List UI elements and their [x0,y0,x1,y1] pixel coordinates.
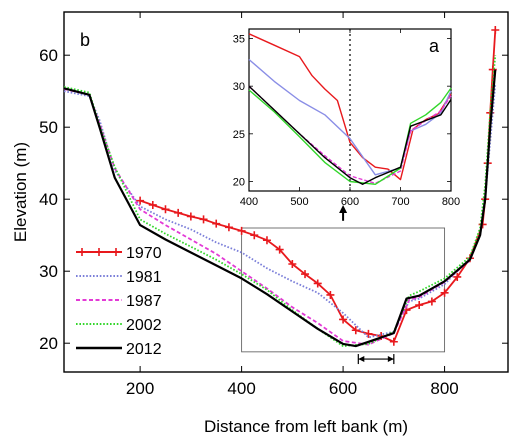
panel-label-b: b [80,30,90,50]
series-marker-1970 [326,290,335,299]
legend-marker-1970 [78,248,86,256]
series-marker-1970 [212,219,221,228]
y-tick-label: 60 [39,46,58,65]
y-tick-label: 50 [39,118,58,137]
inset-y-tick-label: 30 [233,81,245,93]
span-arrow-head-right [387,356,394,363]
inset-y-tick-label: 35 [233,34,245,46]
series-marker-1970 [339,315,348,324]
series-marker-1970 [440,288,449,297]
series-marker-1970 [491,26,500,34]
legend-label-2012: 2012 [126,341,162,358]
inset-y-tick-label: 25 [233,129,245,141]
inset-x-tick-label: 500 [290,196,308,208]
legend-label-2002: 2002 [126,317,162,334]
legend-marker-1970 [112,248,120,256]
x-tick-label: 200 [126,379,154,398]
series-marker-1970 [427,297,436,306]
inset-series-line-1981 [248,58,452,176]
series-marker-1970 [453,272,462,281]
series-marker-1970 [224,223,233,232]
y-tick-label: 30 [39,262,58,281]
inset-plot: 400 500 600 700 800 20 25 30 35 [233,28,460,208]
legend-marker-1970 [95,248,103,256]
inset-x-tick-label: 600 [341,196,359,208]
series-marker-1970 [288,260,297,268]
inset-x-tick-label: 400 [240,196,258,208]
series-marker-1970 [389,337,398,346]
x-tick-label: 400 [227,379,255,398]
series-marker-1970 [174,208,183,217]
inset-x-tick-label: 800 [442,196,460,208]
series-marker-1970 [148,200,157,209]
span-arrow-head-left [358,356,365,363]
legend-label-1981: 1981 [126,269,162,286]
series-marker-1970 [313,279,322,288]
inset-x-tick-label: 700 [391,196,409,208]
main-plot: 200 400 600 800 20 30 40 50 60 Distance from left… [11,11,509,436]
legend-label-1970: 1970 [126,245,162,262]
inset-series-line-2002 [248,87,452,186]
series-marker-1970 [199,215,208,224]
series-marker-1970 [237,226,246,235]
series-marker-1970 [136,196,145,205]
zoom-rectangle [241,227,446,353]
series-marker-1970 [161,205,170,214]
y-tick-label: 40 [39,190,58,209]
inset-series-line-2012 [248,85,452,186]
series-marker-1970 [262,236,271,245]
series-marker-1970 [186,212,195,221]
x-axis-title: Distance from left bank (m) [204,417,408,436]
y-tick-label: 20 [39,334,58,353]
y-axis-title: Elevation (m) [11,142,30,242]
series-marker-1970 [415,301,424,310]
series-marker-1970 [250,231,259,240]
x-tick-label: 800 [430,379,458,398]
panel-label-a: a [429,36,440,56]
series-marker-1970 [301,270,310,279]
legend-label-1987: 1987 [126,293,162,310]
series-marker-1970 [275,245,284,254]
x-tick-label: 600 [329,379,357,398]
series-marker-1970 [351,326,360,335]
link-arrow-head [339,204,348,213]
main-plot-frame [63,11,509,373]
series-marker-1970 [488,65,497,74]
inset-y-tick-label: 20 [233,176,245,188]
series-line-2012 [63,69,497,348]
legend: 1970 1981 1987 2002 2012 [76,245,162,358]
